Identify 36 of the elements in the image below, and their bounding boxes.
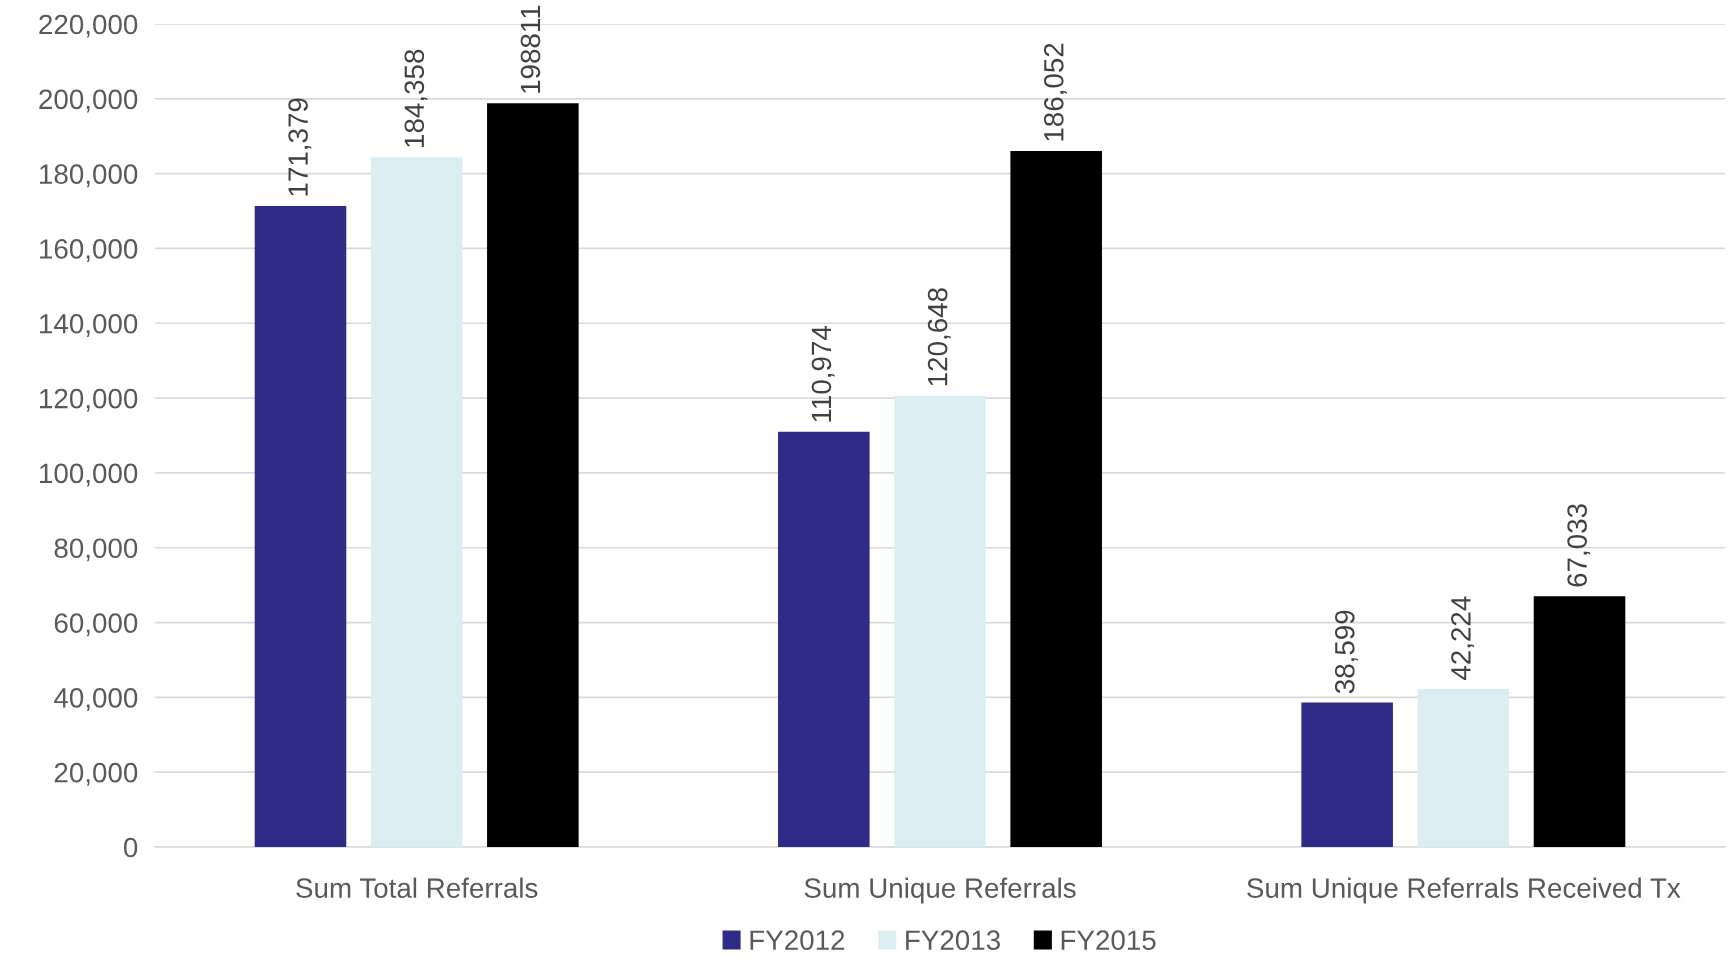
bar: [1533, 596, 1626, 847]
data-label: 110,974: [811, 325, 835, 422]
y-tick-label: 60,000: [54, 613, 138, 637]
data-label: 198811: [520, 5, 541, 93]
y-tick-label: 200,000: [39, 89, 138, 113]
y-tick-label: 140,000: [40, 313, 138, 337]
bar: [1010, 151, 1102, 847]
y-tick-label: 120,000: [40, 388, 138, 412]
y-tick-label: 0: [123, 837, 138, 858]
legend-label: FY2012: [750, 930, 845, 951]
bar: [1301, 702, 1393, 847]
bar: [894, 395, 986, 847]
bar: [778, 431, 870, 847]
y-tick-label: 100,000: [40, 463, 138, 487]
bar: [370, 157, 463, 847]
data-label: 38,599: [1334, 610, 1358, 694]
data-label: 171,379: [288, 98, 312, 196]
data-label: 67,033: [1567, 504, 1591, 587]
y-tick-label: 160,000: [40, 239, 138, 263]
bar: [1417, 689, 1510, 847]
data-label: 184,358: [404, 49, 428, 147]
y-tick-label: 20,000: [54, 762, 138, 786]
data-label: 120,648: [927, 288, 951, 386]
y-tick-label: 220,000: [39, 14, 138, 38]
data-label: 42,224: [1451, 596, 1475, 681]
x-tick-label: Sum Total Referrals: [296, 877, 538, 898]
y-tick-label: 40,000: [54, 688, 138, 711]
bar: [254, 205, 347, 847]
legend-label: FY2015: [1061, 930, 1156, 951]
x-tick-label: Sum Unique Referrals: [804, 877, 1076, 904]
legend-label: FY2013: [906, 930, 1000, 951]
data-label: 186,052: [1043, 43, 1067, 141]
x-tick-label: Sum Unique Referrals Received Tx: [1247, 877, 1681, 904]
y-tick-label: 80,000: [54, 538, 138, 562]
bar: [487, 103, 579, 847]
y-tick-label: 180,000: [40, 164, 138, 188]
